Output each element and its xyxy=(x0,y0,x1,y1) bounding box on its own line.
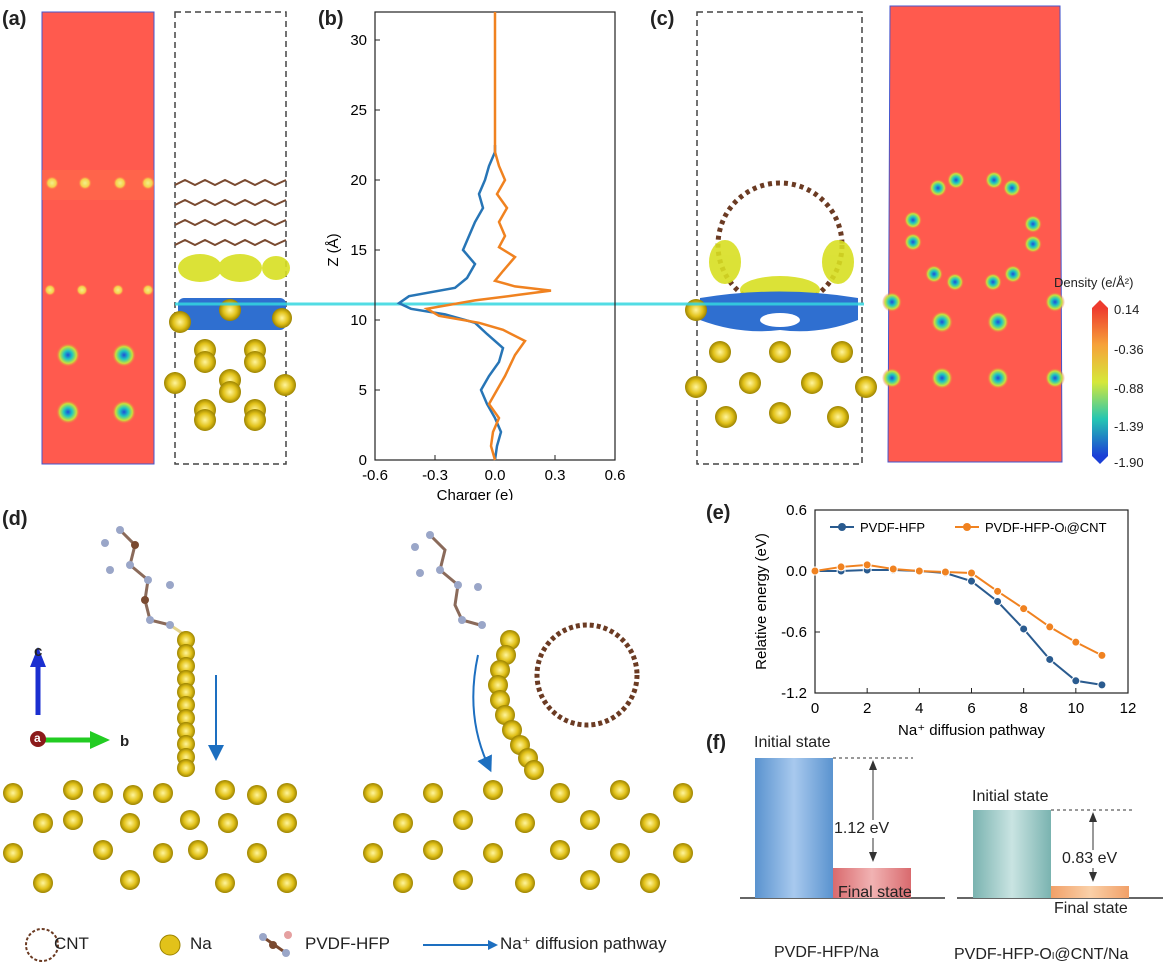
cnt-ring-d xyxy=(534,622,640,728)
chart-e-point-0 xyxy=(967,576,976,586)
f-right-initial: Initial state xyxy=(972,788,1049,805)
axis-label-c: c xyxy=(34,643,43,660)
chart-e-xtick-label: 4 xyxy=(915,700,923,717)
chart-b-xtick-label: 0.3 xyxy=(545,467,566,484)
chart-e-xlabel: Na⁺ diffusion pathway xyxy=(898,722,1045,739)
colorbar-title: Density (e/Å²) xyxy=(1054,275,1134,290)
f-left-final: Final state xyxy=(838,884,912,901)
chart-b-series-0 xyxy=(396,145,505,461)
chart-e-legend-marker-1 xyxy=(963,523,971,531)
panel-label-a: (a) xyxy=(2,8,27,30)
colorbar-tick-1: -0.36 xyxy=(1114,342,1144,357)
f-right-caption: PVDF-HFP-Oₗ@CNT/Na xyxy=(954,946,1129,963)
chart-b-series-1 xyxy=(423,12,552,461)
f-left-caption: PVDF-HFP/Na xyxy=(774,944,879,961)
initial-bar-left xyxy=(755,758,833,898)
chart-b-ytick-label: 20 xyxy=(350,172,367,189)
chart-e-xtick-label: 10 xyxy=(1067,700,1084,717)
chart-e-point-0 xyxy=(1045,654,1055,664)
chart-e-point-1 xyxy=(862,560,872,570)
cnt-lattice-a xyxy=(174,178,287,247)
structure-box-c xyxy=(696,11,863,465)
chart-e-point-1 xyxy=(993,586,1003,596)
legend-na-label: Na xyxy=(190,934,212,953)
chart-b-ytick-label: 0 xyxy=(359,452,367,469)
pvdf-hfp-icon xyxy=(259,931,292,957)
chart-b: -0.6 -0.3 0.0 0.3 0.6 0 5 10 15 20 25 30 Charger (e)… xyxy=(325,11,626,500)
chart-e-xtick-label: 12 xyxy=(1120,700,1137,717)
chart-b-ytick-label: 10 xyxy=(350,312,367,329)
chart-e-point-1 xyxy=(967,568,976,578)
legend-pvdf-label: PVDF-HFP xyxy=(305,934,390,953)
chart-e-legend-label-1: PVDF-HFP-Oₗ@CNT xyxy=(985,520,1107,535)
panel-label-f: (f) xyxy=(706,732,726,754)
initial-bar-right xyxy=(973,810,1051,898)
legend-d-icons xyxy=(25,928,498,962)
chart-b-xtick-label: -0.3 xyxy=(422,467,448,484)
chart-b-ylabel: Z (Å) xyxy=(325,233,342,266)
chart-b-ytick-label: 5 xyxy=(359,382,367,399)
f-right-final: Final state xyxy=(1054,900,1128,917)
structure-box-a xyxy=(174,11,287,465)
final-bar-right xyxy=(1051,886,1129,898)
chart-b-ytick-label: 30 xyxy=(350,32,367,49)
colorbar-tick-3: -1.39 xyxy=(1114,419,1144,434)
chart-e-xtick-label: 6 xyxy=(967,700,975,717)
chart-e-ylabel: Relative energy (eV) xyxy=(753,533,770,670)
chart-e-series-0 xyxy=(815,568,1103,686)
chart-e-xtick-label: 0 xyxy=(811,700,819,717)
chart-e-point-1 xyxy=(810,566,820,576)
chart-b-xtick-label: 0.0 xyxy=(485,467,506,484)
chart-e-point-1 xyxy=(1045,622,1055,632)
chart-e-ytick-label: 0.0 xyxy=(786,563,807,580)
axis-label-a: a xyxy=(34,731,41,745)
chart-e-ytick-label: -0.6 xyxy=(781,624,807,641)
chart-e-legend-marker-0 xyxy=(838,523,846,531)
legend-path-label: Na⁺ diffusion pathway xyxy=(500,934,667,953)
f-left-initial: Initial state xyxy=(754,734,831,751)
panel-d-illustration xyxy=(3,526,693,893)
chart-b-xtick-label: 0.6 xyxy=(605,467,626,484)
colorbar-tick-2: -0.88 xyxy=(1114,381,1144,396)
chart-e-xtick-label: 8 xyxy=(1019,700,1027,717)
chart-e-xtick-label: 2 xyxy=(863,700,871,717)
panel-label-b: (b) xyxy=(318,8,344,30)
cnt-icon xyxy=(25,928,59,962)
chart-b-ytick-label: 15 xyxy=(350,242,367,259)
f-left-barrier: 1.12 eV xyxy=(834,820,890,838)
chart-e-ytick-label: 0.6 xyxy=(786,502,807,519)
chart-e-point-0 xyxy=(993,597,1003,606)
chart-e-legend-label-0: PVDF-HFP xyxy=(860,520,925,535)
chart-e-series-1 xyxy=(814,563,1103,657)
na-icon xyxy=(159,934,181,956)
panel-f-diagram xyxy=(740,757,1163,899)
panel-label-c: (c) xyxy=(650,8,675,30)
chart-e-point-1 xyxy=(1019,604,1029,614)
chart-e-ytick-label: -1.2 xyxy=(781,685,807,702)
chart-e-frame xyxy=(814,509,1129,694)
chart-e-point-1 xyxy=(836,562,846,572)
chart-e-point-0 xyxy=(1071,676,1081,686)
panel-a-c-illustrations xyxy=(41,5,1065,465)
chart-e-point-1 xyxy=(914,566,924,576)
chart-e-point-0 xyxy=(1019,624,1029,634)
chart-e-point-1 xyxy=(940,567,950,577)
colorbar-tick-0: 0.14 xyxy=(1114,302,1140,317)
chart-e-point-1 xyxy=(1097,650,1107,660)
panel-label-e: (e) xyxy=(706,502,731,524)
chart-b-xtick-label: -0.6 xyxy=(362,467,388,484)
colorbar-tick-4: -1.90 xyxy=(1114,455,1144,470)
f-right-barrier: 0.83 eV xyxy=(1062,850,1118,868)
panel-label-d: (d) xyxy=(2,508,28,530)
axis-label-b: b xyxy=(120,733,130,750)
legend-cnt-label: CNT xyxy=(54,934,89,953)
chart-e-point-1 xyxy=(888,564,898,574)
chart-b-xlabel: Charger (e) xyxy=(437,487,514,500)
chart-e-point-0 xyxy=(1097,680,1107,690)
density-map-a xyxy=(41,11,155,465)
chart-b-ytick-label: 25 xyxy=(350,102,367,119)
chart-e: 0 2 4 6 8 10 12 0.6 0.0 -0.6 -1.2 Na⁺ diffusion pat… xyxy=(753,502,1137,739)
colorbar xyxy=(1092,300,1108,464)
chart-e-point-1 xyxy=(1071,637,1081,647)
